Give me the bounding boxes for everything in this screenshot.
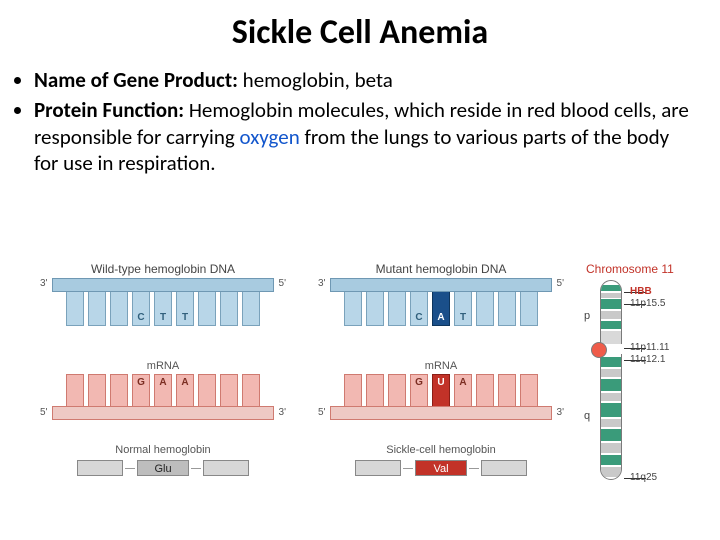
prime-5l: 5' [40, 407, 47, 418]
wt-dna-title: Wild-type hemoglobin DNA [38, 262, 288, 276]
dna-base [88, 292, 106, 326]
chrom-band [601, 285, 621, 291]
wt-amino: Glu [137, 460, 189, 476]
dna-base [388, 292, 406, 326]
mut-amino: Val [415, 460, 467, 476]
prime-3: 3' [318, 278, 325, 289]
rna-base [366, 374, 384, 406]
dna-base [476, 292, 494, 326]
chrom-band [601, 311, 621, 319]
prime-5: 5' [557, 278, 564, 289]
chrom-label: 11q25 [630, 472, 657, 483]
chrom-band [601, 443, 621, 453]
chrom-band [601, 379, 621, 391]
mut-mrna-strip: mRNA 5' 3' [316, 360, 566, 418]
dna-base [520, 292, 538, 326]
chrom-label: 11p15.5 [630, 298, 665, 309]
prime-5l: 5' [318, 407, 325, 418]
chrom-band [601, 293, 621, 298]
wt-dna-teeth [38, 292, 288, 326]
chrom-band [601, 455, 621, 465]
page-title: Sickle Cell Anemia [0, 0, 720, 67]
rna-base [344, 374, 362, 406]
value-gene-product: hemoglobin, beta [243, 67, 393, 93]
ideogram-body [600, 280, 622, 480]
bullet-protein-function: Protein Function: Hemoglobin molecules, … [34, 97, 690, 176]
dna-base [242, 292, 260, 326]
bullet-gene-product: Name of Gene Product: hemoglobin, beta [34, 67, 690, 93]
rna-base [388, 374, 406, 406]
dna-base [498, 292, 516, 326]
wt-mrna-title: mRNA [38, 360, 288, 372]
chrom-band [601, 419, 621, 427]
rna-base [198, 374, 216, 406]
rna-base [66, 374, 84, 406]
wt-mrna-teeth [38, 374, 288, 406]
rna-base [520, 374, 538, 406]
rna-base [476, 374, 494, 406]
wt-mrna-strip: mRNA 5' 3' [38, 360, 288, 418]
dna-base [176, 292, 194, 326]
rna-base [454, 374, 472, 406]
dna-base [454, 292, 472, 326]
oxygen-link[interactable]: oxygen [240, 124, 305, 150]
label-gene-product: Name of Gene Product: [34, 67, 243, 93]
prime-5: 5' [279, 278, 286, 289]
dna-base [344, 292, 362, 326]
dna-base [366, 292, 384, 326]
chrom-band [601, 467, 621, 477]
rna-base [410, 374, 428, 406]
chrom-label: HBB [630, 286, 652, 297]
chrom-band [601, 369, 621, 377]
bullet-list: Name of Gene Product: hemoglobin, beta P… [0, 67, 720, 176]
chrom-band [601, 429, 621, 441]
rna-base [88, 374, 106, 406]
mut-protein: Sickle-cell hemoglobin Val [316, 444, 566, 476]
dna-base [132, 292, 150, 326]
centromere [593, 344, 625, 354]
mut-dna-strip: 3' 5' [316, 278, 566, 336]
label-protein-function: Protein Function: [34, 97, 189, 123]
mut-protein-title: Sickle-cell hemoglobin [316, 444, 566, 456]
mut-dna-title: Mutant hemoglobin DNA [316, 262, 566, 276]
chrom-label: 11q12.1 [630, 354, 665, 365]
chrom-band [601, 299, 621, 309]
prime-3: 3' [40, 278, 47, 289]
rna-base [110, 374, 128, 406]
chromosome-title: Chromosome 11 [586, 262, 686, 276]
panel-mutant: Mutant hemoglobin DNA 3' 5' mRNA 5' 3' S… [316, 262, 566, 476]
prime-3r: 3' [279, 407, 286, 418]
prime-3r: 3' [557, 407, 564, 418]
rna-base [242, 374, 260, 406]
rna-base [154, 374, 172, 406]
chrom-band [601, 357, 621, 367]
dna-base [154, 292, 172, 326]
rna-base [498, 374, 516, 406]
rna-base [176, 374, 194, 406]
rna-base [220, 374, 238, 406]
chromosome-ideogram: Chromosome 11 p q HBB11p15.5 11p11.1111q1… [586, 262, 686, 500]
wt-protein-title: Normal hemoglobin [38, 444, 288, 456]
arm-q: q [584, 410, 590, 422]
dna-base [410, 292, 428, 326]
arm-p: p [584, 310, 590, 322]
mut-mrna-title: mRNA [316, 360, 566, 372]
dna-base [66, 292, 84, 326]
rna-base [432, 374, 450, 406]
wt-protein: Normal hemoglobin Glu [38, 444, 288, 476]
rna-base [132, 374, 150, 406]
panel-wildtype: Wild-type hemoglobin DNA 3' 5' mRNA 5' 3… [38, 262, 288, 476]
dna-base [220, 292, 238, 326]
mut-dna-teeth [316, 292, 566, 326]
dna-base [110, 292, 128, 326]
diagram-area: Wild-type hemoglobin DNA 3' 5' mRNA 5' 3… [38, 262, 688, 522]
chrom-band [601, 403, 621, 417]
dna-base [198, 292, 216, 326]
wt-dna-strip: 3' 5' [38, 278, 288, 336]
chrom-band [601, 393, 621, 401]
dna-base [432, 292, 450, 326]
mut-mrna-teeth [316, 374, 566, 406]
chrom-label: 11p11.11 [630, 342, 669, 353]
chrom-band [601, 321, 621, 329]
